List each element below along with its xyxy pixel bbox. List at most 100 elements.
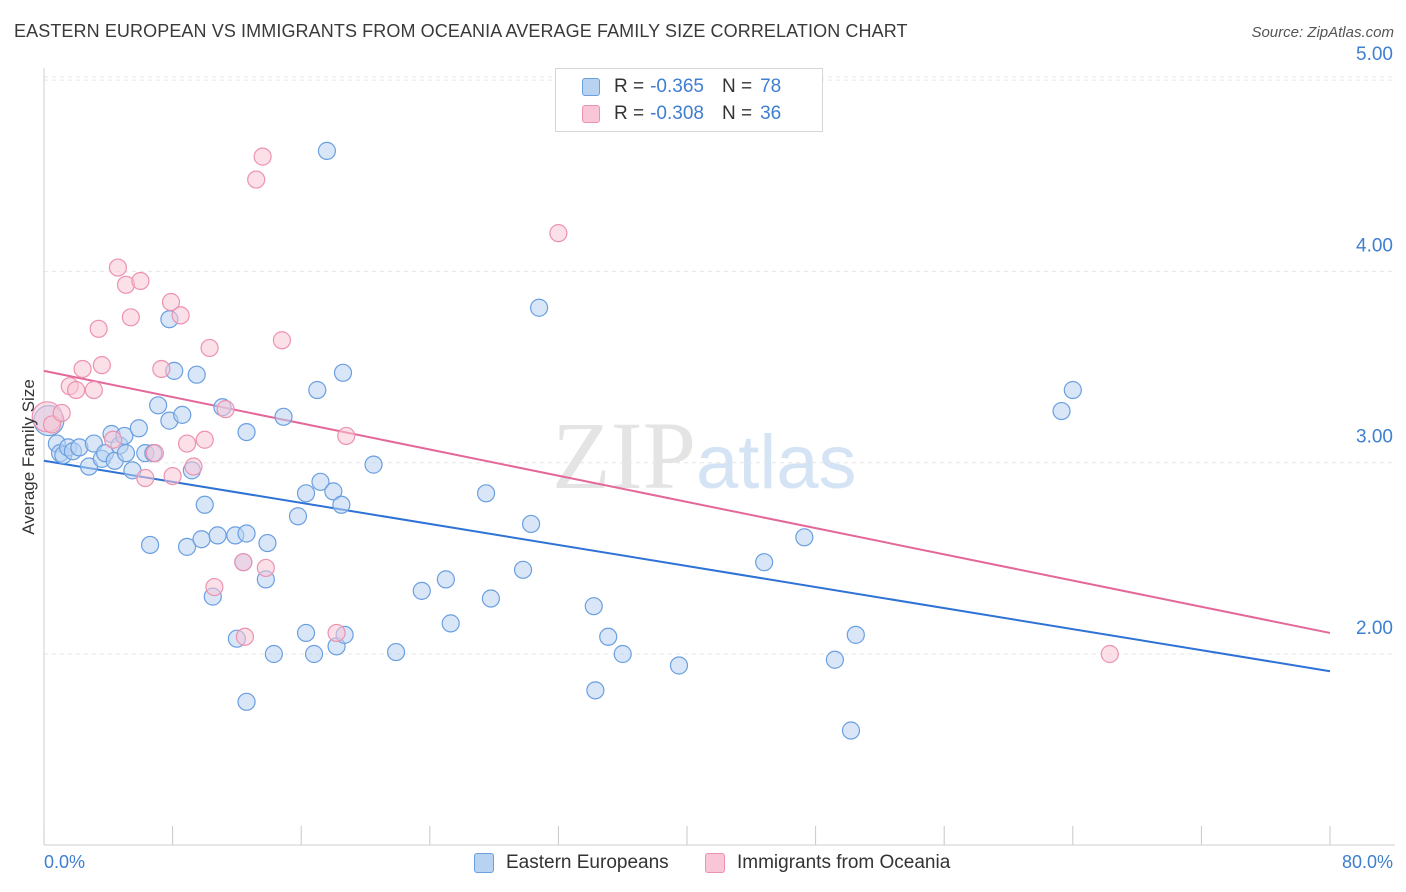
legend-r-label: R = bbox=[614, 76, 645, 97]
data-point bbox=[237, 422, 256, 442]
axes bbox=[43, 68, 1395, 846]
data-point bbox=[841, 721, 861, 740]
data-point bbox=[104, 430, 123, 449]
data-point bbox=[216, 400, 235, 419]
data-point bbox=[308, 380, 327, 400]
data-point bbox=[599, 627, 618, 646]
series-eastern-europeans bbox=[33, 141, 1082, 740]
data-point bbox=[311, 472, 330, 491]
data-point bbox=[584, 597, 603, 616]
data-point bbox=[256, 558, 275, 578]
data-point bbox=[1052, 401, 1071, 421]
data-point bbox=[247, 170, 266, 189]
data-point bbox=[140, 535, 160, 555]
data-point bbox=[337, 426, 356, 446]
legend-n-label: N = bbox=[721, 76, 753, 97]
data-point bbox=[274, 407, 293, 426]
data-point bbox=[613, 644, 632, 664]
data-point bbox=[84, 380, 103, 400]
y-tick-label: 2.00 bbox=[1356, 618, 1393, 639]
data-point bbox=[192, 530, 211, 549]
legend-row-eastern-europeans: R = -0.365 N = 78 bbox=[556, 74, 781, 100]
legend-r-label: R = bbox=[614, 103, 645, 124]
data-point bbox=[121, 308, 140, 327]
bottom-legend-swatch-pink bbox=[705, 853, 725, 873]
bottom-legend-label: Eastern Europeans bbox=[506, 852, 669, 873]
data-point bbox=[205, 577, 224, 597]
y-tick-label: 4.00 bbox=[1356, 235, 1393, 256]
data-point bbox=[332, 495, 351, 514]
y-axis-label: Average Family Size bbox=[19, 379, 38, 535]
bottom-legend-immigrants-oceania[interactable]: Immigrants from Oceania bbox=[705, 852, 950, 874]
data-point bbox=[89, 319, 108, 338]
data-point bbox=[586, 681, 605, 700]
data-point bbox=[324, 482, 343, 501]
y-tick-labels: 2.00 3.00 4.00 5.00 bbox=[1356, 44, 1393, 639]
data-point bbox=[481, 589, 500, 608]
series-immigrants-oceania bbox=[31, 147, 1119, 664]
data-point bbox=[846, 625, 865, 644]
data-point bbox=[258, 533, 277, 553]
data-point bbox=[755, 553, 774, 572]
data-point bbox=[177, 537, 197, 556]
legend-swatch-blue bbox=[582, 78, 600, 96]
data-point bbox=[669, 656, 689, 675]
data-point bbox=[195, 495, 214, 514]
data-point bbox=[521, 514, 541, 534]
data-point bbox=[530, 298, 549, 317]
legend-n-value: 78 bbox=[760, 76, 782, 97]
data-point bbox=[237, 692, 256, 711]
data-point bbox=[795, 528, 814, 547]
data-point bbox=[317, 141, 337, 160]
data-point bbox=[161, 292, 181, 312]
trend-line-immigrants-oceania bbox=[43, 369, 1331, 634]
bottom-legend-swatch-blue bbox=[474, 853, 494, 873]
trend-lines bbox=[43, 369, 1331, 673]
trend-line-eastern-europeans bbox=[43, 459, 1331, 673]
x-tick-label-max: 80.0% bbox=[1341, 852, 1393, 872]
bottom-legend-eastern-europeans[interactable]: Eastern Europeans bbox=[474, 852, 669, 874]
data-point bbox=[235, 627, 255, 646]
data-point bbox=[208, 526, 227, 545]
data-point bbox=[296, 484, 316, 503]
data-point bbox=[152, 359, 171, 379]
data-point bbox=[386, 642, 406, 662]
legend-row-immigrants-oceania: R = -0.308 N = 36 bbox=[556, 101, 781, 127]
data-point bbox=[184, 457, 203, 476]
data-point bbox=[288, 507, 308, 526]
data-point bbox=[825, 650, 844, 669]
data-point bbox=[149, 396, 168, 415]
bottom-legend: Eastern Europeans Immigrants from Oceani… bbox=[0, 852, 1406, 878]
legend-swatch-pink bbox=[582, 105, 600, 123]
data-point bbox=[195, 430, 214, 449]
data-point bbox=[116, 444, 136, 463]
y-tick-label: 5.00 bbox=[1356, 44, 1393, 65]
data-point bbox=[327, 623, 346, 643]
data-point bbox=[476, 484, 496, 503]
legend: R = -0.365 N = 78 R = -0.308 N = 36 bbox=[555, 68, 823, 132]
watermark-zip: ZIP bbox=[552, 402, 696, 509]
data-point bbox=[304, 644, 324, 664]
data-point bbox=[234, 553, 253, 572]
data-point bbox=[253, 147, 272, 166]
legend-r-value: -0.365 bbox=[650, 76, 704, 97]
data-point bbox=[296, 623, 316, 643]
data-point bbox=[173, 405, 192, 424]
data-point bbox=[163, 466, 182, 486]
data-point bbox=[129, 419, 148, 438]
data-point bbox=[177, 434, 197, 453]
data-point bbox=[436, 570, 455, 589]
data-point bbox=[441, 614, 460, 633]
data-point bbox=[136, 468, 155, 488]
bottom-legend-label: Immigrants from Oceania bbox=[737, 852, 951, 873]
data-point bbox=[333, 363, 353, 382]
legend-n-label: N = bbox=[721, 103, 753, 124]
legend-n-value: 36 bbox=[760, 103, 782, 124]
data-point bbox=[237, 524, 256, 543]
chart-title: EASTERN EUROPEAN VS IMMIGRANTS FROM OCEA… bbox=[14, 21, 908, 41]
x-tick-label-min: 0.0% bbox=[44, 852, 86, 872]
data-point bbox=[108, 258, 128, 277]
data-point bbox=[272, 331, 292, 350]
y-tick-label: 3.00 bbox=[1356, 427, 1393, 448]
data-point bbox=[200, 338, 219, 358]
